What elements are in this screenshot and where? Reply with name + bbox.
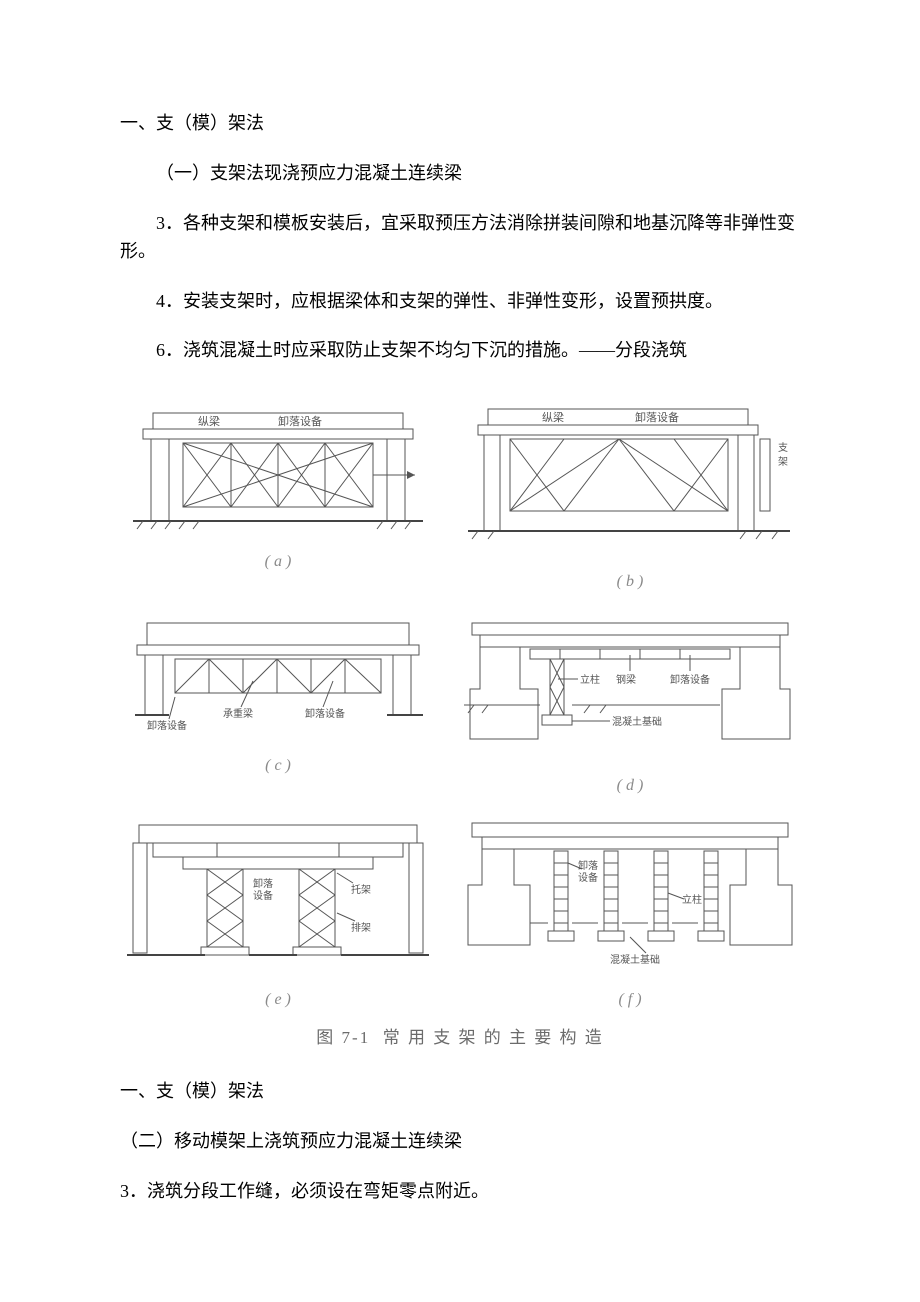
sublabel-c: ( c ) — [265, 757, 291, 775]
paragraph-3b: 3．浇筑分段工作缝，必须设在弯矩零点附近。 — [120, 1178, 800, 1206]
diagram-f: 卸落 设备 立柱 混凝土基础 — [460, 813, 800, 983]
label-paijia: 排架 — [351, 921, 371, 934]
subfig-c: 承重梁 卸落设备 卸落设备 ( c ) — [120, 609, 436, 795]
paragraph-4: 4．安装支架时，应根据梁体和支架的弹性、非弹性变形，设置预拱度。 — [120, 288, 800, 316]
figure-7-1: 纵梁 卸落设备 — [120, 395, 800, 1048]
label-zhijia-b: 支 — [778, 442, 788, 454]
sublabel-b: ( b ) — [617, 573, 644, 591]
label-xieluo-d: 卸落设备 — [670, 673, 710, 686]
label-lizhu-d: 立柱 — [580, 673, 600, 686]
svg-text:设备: 设备 — [253, 889, 273, 902]
svg-text:架: 架 — [778, 456, 788, 468]
sublabel-a: ( a ) — [265, 553, 292, 571]
paragraph-6: 6．浇筑混凝土时应采取防止支架不均匀下沉的措施。——分段浇筑 — [120, 337, 800, 365]
svg-text:设备: 设备 — [578, 871, 598, 884]
sublabel-f: ( f ) — [618, 991, 641, 1009]
label-xieluo-c: 卸落设备 — [147, 719, 187, 732]
label-gangliang: 钢梁 — [616, 673, 636, 686]
diagram-c: 承重梁 卸落设备 卸落设备 — [123, 609, 433, 749]
label-xieluo-c2: 卸落设备 — [305, 707, 345, 720]
caption-prefix: 图 7-1 — [316, 1028, 370, 1047]
label-lizhu-f: 立柱 — [682, 893, 702, 906]
label-jichu-d: 混凝土基础 — [612, 715, 662, 728]
subfig-d: 立柱 钢梁 卸落设备 混凝土基础 ( d ) — [460, 609, 800, 795]
subfig-a: 纵梁 卸落设备 — [120, 395, 436, 591]
figure-grid: 纵梁 卸落设备 — [120, 395, 800, 1009]
caption-text: 常 用 支 架 的 主 要 构 造 — [383, 1028, 604, 1047]
subheading-2: （二）移动模架上浇筑预应力混凝土连续梁 — [120, 1128, 800, 1156]
figure-caption: 图 7-1 常 用 支 架 的 主 要 构 造 — [120, 1023, 800, 1048]
heading-1: 一、支（模）架法 — [120, 110, 800, 138]
label-chengzhong: 承重梁 — [223, 707, 253, 720]
label-jichu-f: 混凝土基础 — [610, 953, 660, 966]
diagram-d: 立柱 钢梁 卸落设备 混凝土基础 — [460, 609, 800, 769]
subfig-b: 纵梁 卸落设备 — [460, 395, 800, 591]
label-xieluo-e: 卸落 — [253, 877, 273, 890]
label-xieluo-b: 卸落设备 — [635, 410, 679, 424]
diagram-a: 纵梁 卸落设备 — [123, 395, 433, 545]
subheading-1: （一）支架法现浇预应力混凝土连续梁 — [120, 160, 800, 188]
label-xieluo-f: 卸落 — [578, 859, 598, 872]
diagram-e: 卸落 设备 托架 排架 — [123, 813, 433, 983]
subfig-e: 卸落 设备 托架 排架 ( e ) — [120, 813, 436, 1009]
label-xieluo: 卸落设备 — [278, 414, 322, 428]
diagram-b: 纵梁 卸落设备 — [460, 395, 800, 565]
label-zongliang-b: 纵梁 — [542, 410, 564, 424]
sublabel-d: ( d ) — [617, 777, 644, 795]
subfig-f: 卸落 设备 立柱 混凝土基础 ( f ) — [460, 813, 800, 1009]
document-page: 一、支（模）架法 （一）支架法现浇预应力混凝土连续梁 3．各种支架和模板安装后，… — [0, 0, 920, 1288]
label-tuojia: 托架 — [351, 883, 371, 896]
heading-1b: 一、支（模）架法 — [120, 1078, 800, 1106]
label-zongliang: 纵梁 — [198, 414, 220, 428]
sublabel-e: ( e ) — [265, 991, 291, 1009]
paragraph-3: 3．各种支架和模板安装后，宜采取预压方法消除拼装间隙和地基沉降等非弹性变形。 — [120, 210, 800, 266]
